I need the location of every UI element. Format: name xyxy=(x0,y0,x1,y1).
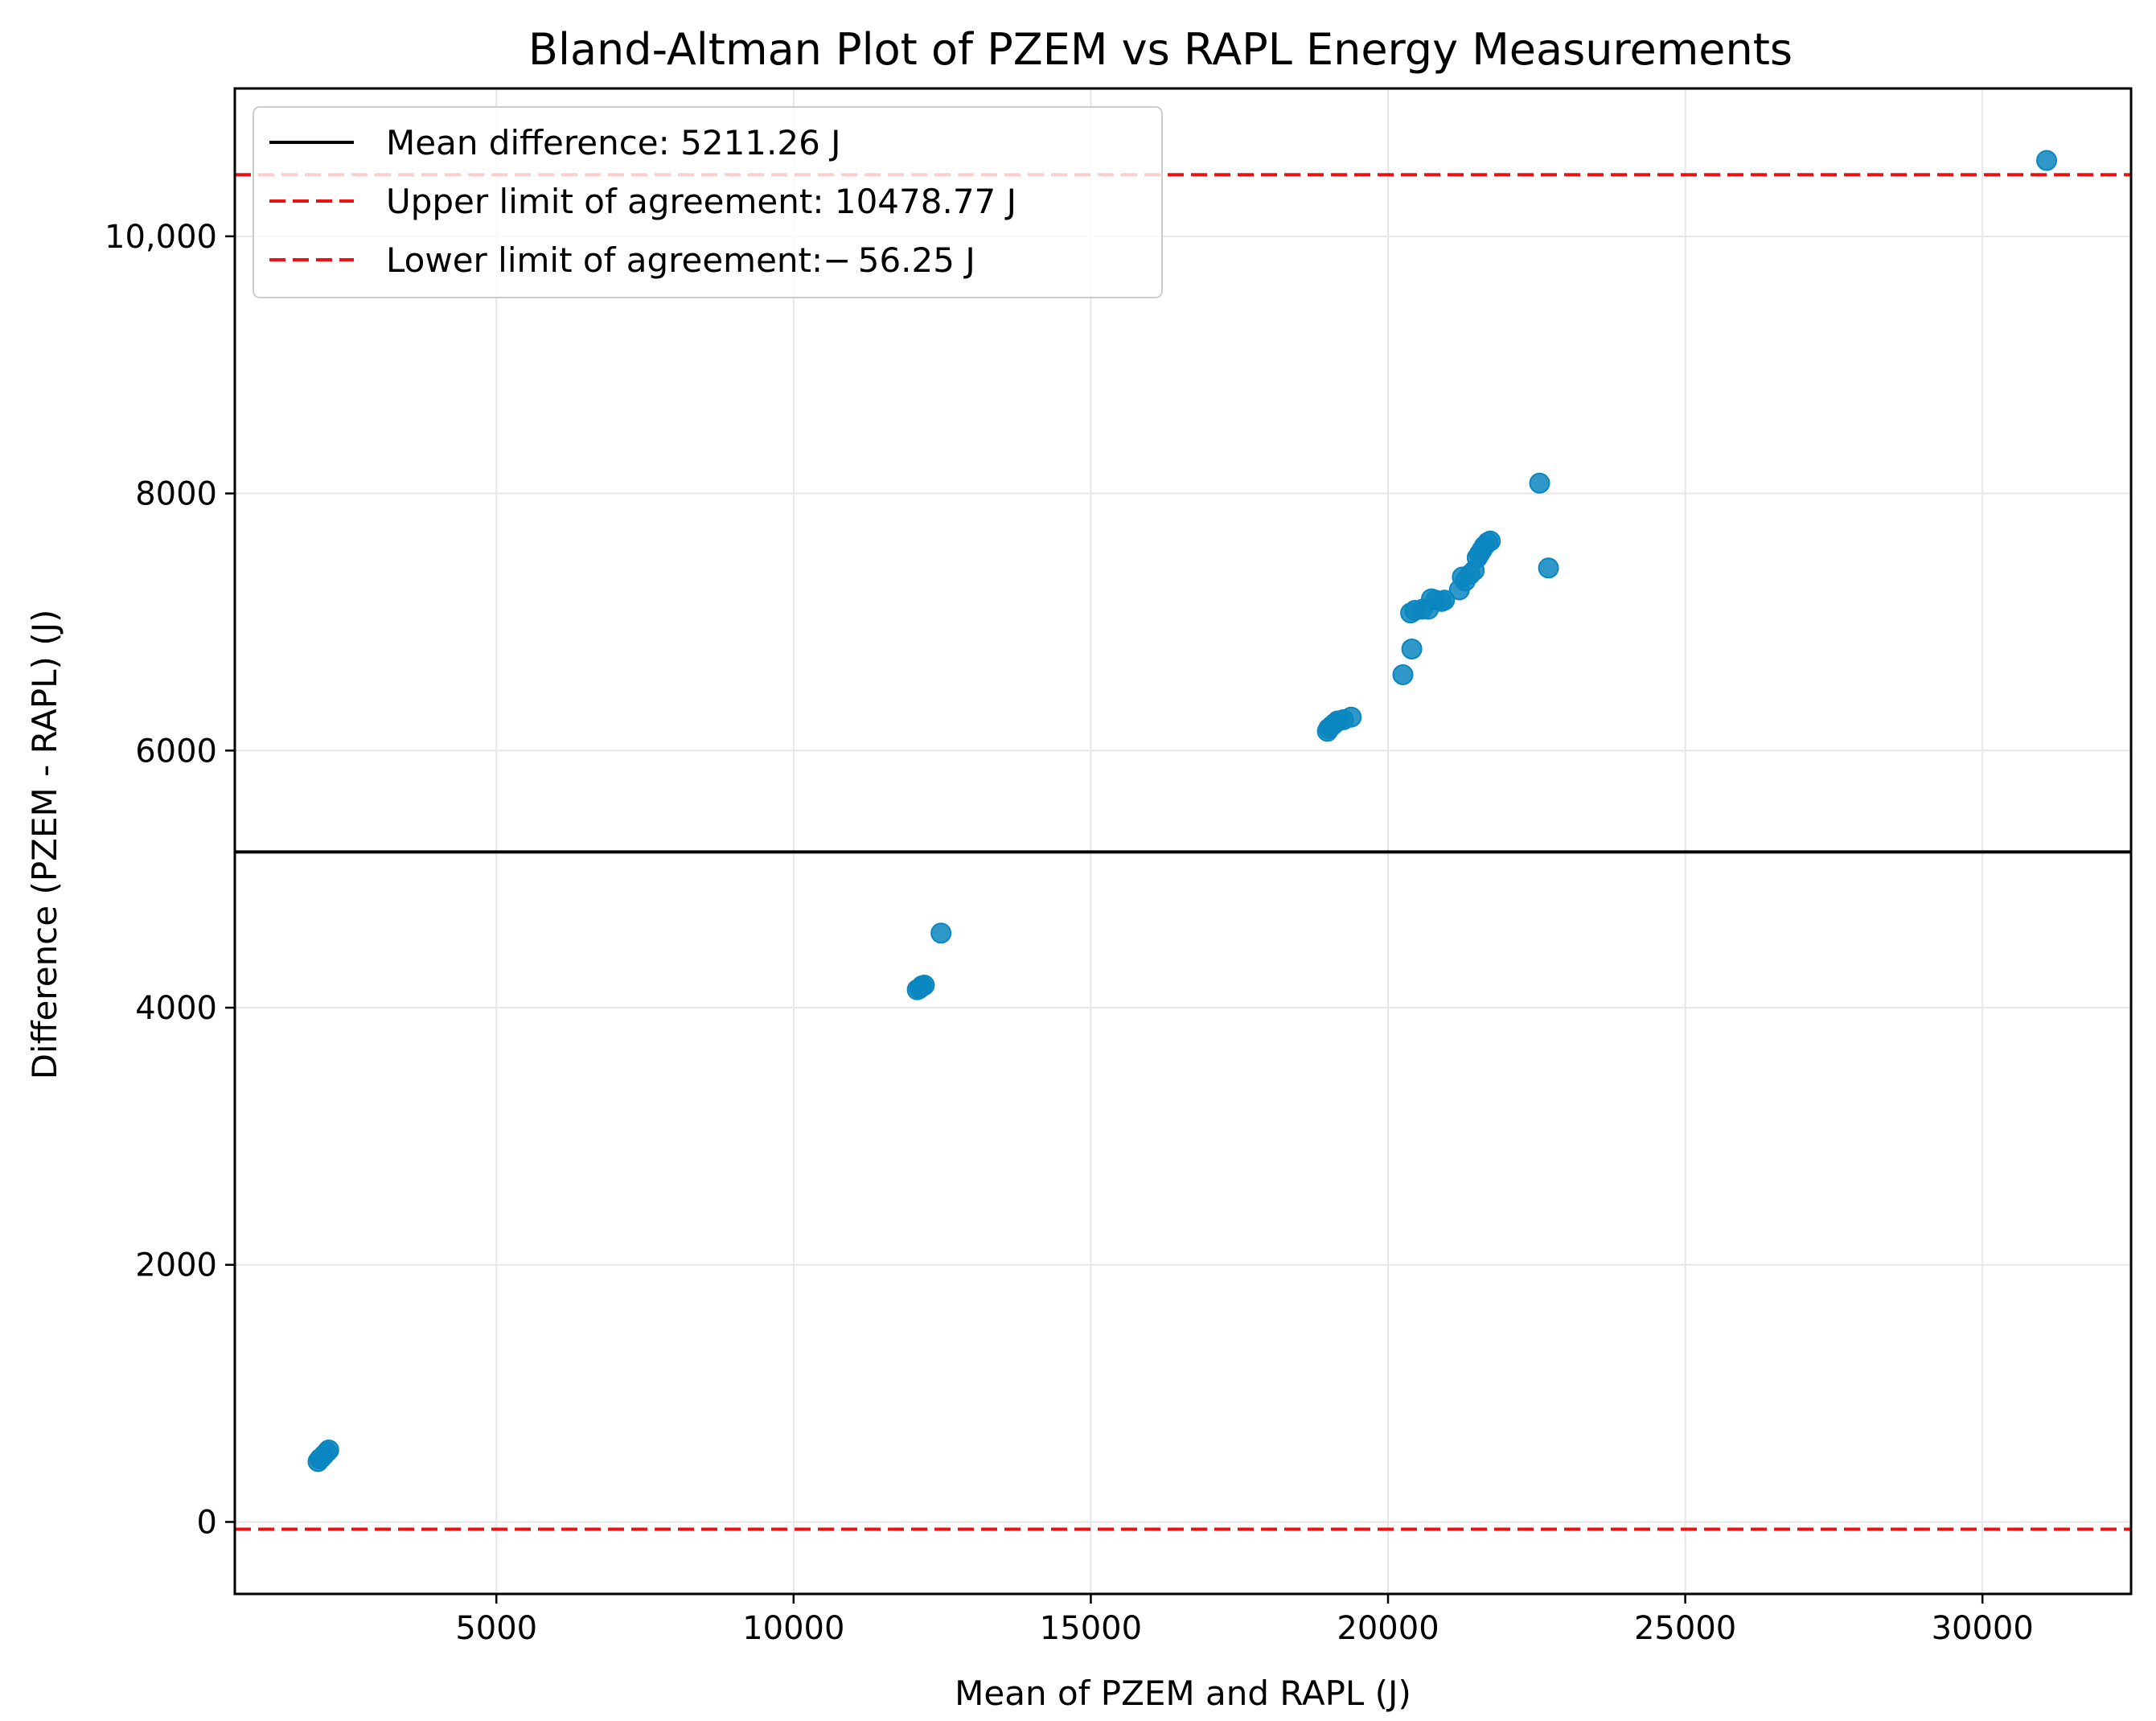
grid-layer xyxy=(235,88,2131,1594)
y-tick-label: 0 xyxy=(197,1504,217,1541)
data-point xyxy=(2036,150,2058,171)
legend-box xyxy=(253,106,1163,298)
chart-title: Bland-Altman Plot of PZEM vs RAPL Energy… xyxy=(528,24,1793,75)
y-tick-label: 10,000 xyxy=(105,219,217,256)
x-tick-label: 10000 xyxy=(742,1610,844,1647)
plot-frame xyxy=(233,87,2133,1596)
y-tick-label: 8000 xyxy=(135,476,217,513)
y-axis-label: Difference (PZEM - RAPL) (J) xyxy=(25,610,64,1080)
y-axis-ticks: 0 2000 4000 6000 8000 10,000 xyxy=(105,219,235,1541)
y-tick-label: 6000 xyxy=(135,733,217,770)
data-points xyxy=(307,150,2058,1473)
data-point xyxy=(914,975,935,996)
legend-label-upper: Upper limit of agreement: 10478.77 J xyxy=(386,182,1016,221)
data-point xyxy=(1529,472,1550,494)
data-point xyxy=(1401,639,1423,660)
data-point xyxy=(1434,589,1456,611)
data-point xyxy=(930,922,952,944)
x-tick-label: 20000 xyxy=(1337,1610,1439,1647)
y-tick-label: 4000 xyxy=(135,990,217,1027)
data-point xyxy=(1392,663,1414,685)
legend: Mean difference: 5211.26 J Upper limit o… xyxy=(253,106,1163,298)
x-tick-label: 5000 xyxy=(455,1610,537,1647)
data-point xyxy=(1341,706,1362,728)
data-point xyxy=(1480,530,1501,552)
x-axis-label: Mean of PZEM and RAPL (J) xyxy=(955,1674,1411,1713)
y-tick-label: 2000 xyxy=(135,1247,217,1284)
x-tick-label: 25000 xyxy=(1634,1610,1736,1647)
data-point xyxy=(318,1439,339,1460)
x-axis-ticks: 5000 10000 15000 20000 25000 30000 xyxy=(455,1594,2034,1647)
data-point xyxy=(1538,557,1559,579)
x-tick-label: 30000 xyxy=(1932,1610,2034,1647)
legend-label-lower: Lower limit of agreement:− 56.25 J xyxy=(386,240,975,280)
x-tick-label: 15000 xyxy=(1040,1610,1142,1647)
legend-label-mean: Mean difference: 5211.26 J xyxy=(386,123,841,162)
